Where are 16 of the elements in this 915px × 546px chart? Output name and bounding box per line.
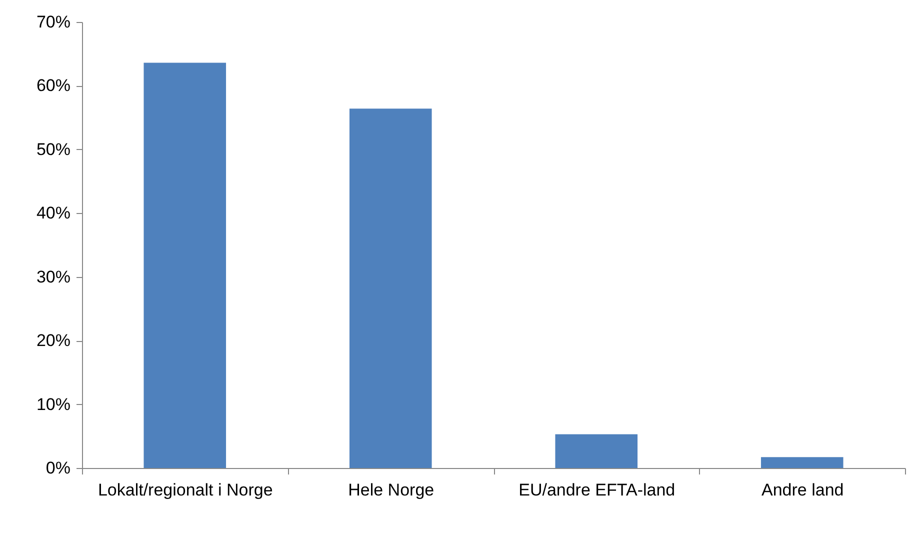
y-tick-label: 40% bbox=[36, 204, 70, 223]
x-tick-label: Andre land bbox=[762, 480, 844, 500]
y-tick-label: 70% bbox=[36, 12, 70, 32]
x-tick-label: EU/andre EFTA-land bbox=[518, 480, 676, 500]
y-tick-label: 10% bbox=[36, 394, 70, 414]
y-tick-label: 30% bbox=[36, 267, 70, 286]
bar bbox=[349, 108, 432, 468]
x-tick-label: Lokalt/regionalt i Norge bbox=[98, 480, 273, 500]
y-tick-label: 20% bbox=[36, 331, 70, 350]
y-tick-label: 0% bbox=[46, 458, 70, 478]
bar bbox=[555, 434, 638, 468]
y-tick-label: 50% bbox=[36, 140, 70, 159]
x-tick-label: Hele Norge bbox=[348, 480, 434, 500]
y-tick-label: 60% bbox=[36, 76, 70, 96]
bar bbox=[144, 62, 226, 468]
bar bbox=[760, 457, 844, 468]
